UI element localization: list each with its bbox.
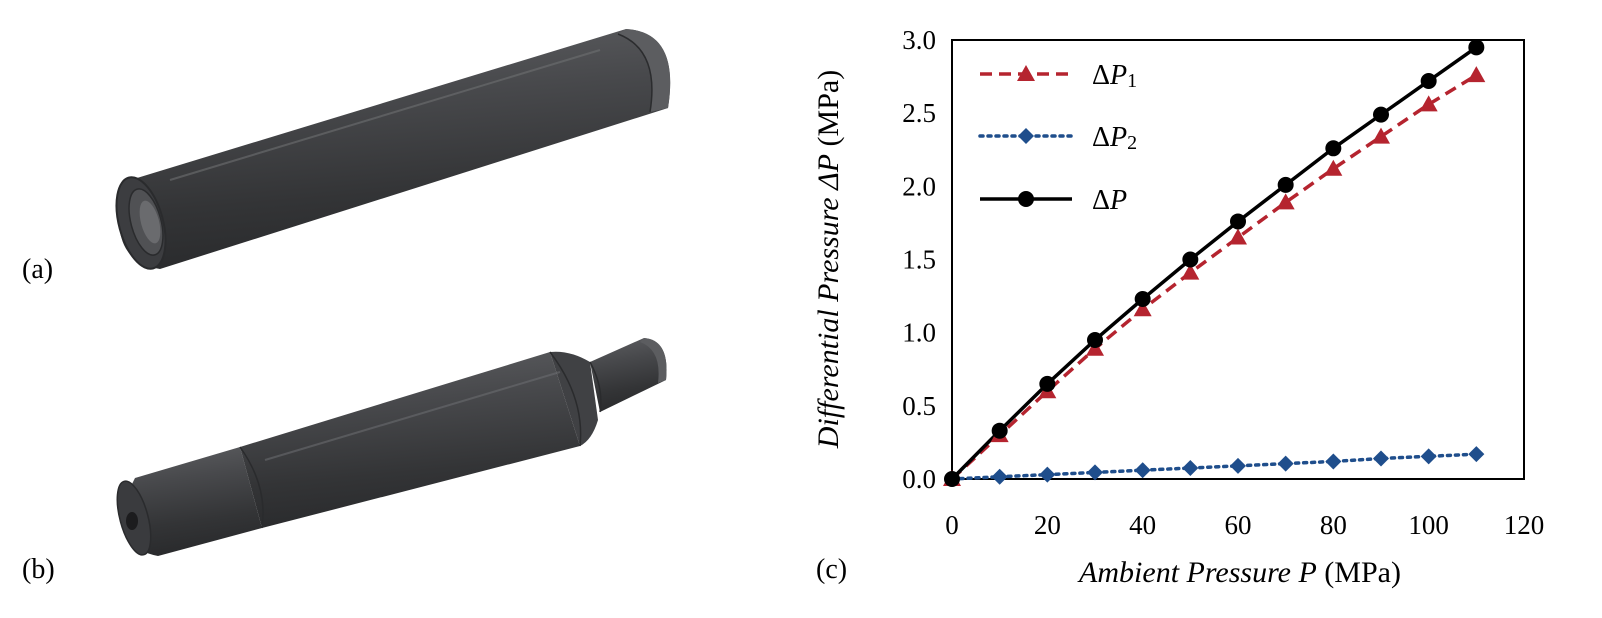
data-point	[991, 468, 1008, 485]
y-tick-label: 0.5	[902, 391, 936, 421]
differential-pressure-chart: 0.0 0.5 1.0 1.5 2.0 2.5 3.0 0 20 40 60 80 100 120 Am…	[812, 25, 1544, 589]
data-point	[1039, 375, 1056, 392]
data-point	[1372, 127, 1390, 144]
cylinder-a-illustration	[115, 29, 671, 270]
data-point	[1325, 140, 1342, 157]
panel-label-b: (b)	[22, 554, 55, 585]
series-line-3	[950, 45, 1478, 481]
y-axis-label-italic: Differential Pressure ΔP	[812, 154, 845, 449]
x-tick-labels: 0 20 40 60 80 100 120	[945, 510, 1544, 540]
x-axis-label-unit: (MPa)	[1324, 556, 1401, 589]
data-point	[1373, 450, 1389, 467]
x-tick-label: 120	[1504, 510, 1545, 540]
y-axis-label-unit: (MPa)	[812, 70, 845, 147]
data-point	[1467, 66, 1486, 83]
y-tick-label: 0.0	[902, 464, 936, 494]
x-tick-label: 80	[1320, 510, 1347, 540]
data-point	[1420, 72, 1437, 89]
data-point	[1277, 455, 1294, 472]
y-tick-label: 2.0	[902, 171, 936, 201]
y-tick-labels: 0.0 0.5 1.0 1.5 2.0 2.5 3.0	[902, 25, 936, 494]
data-point	[1325, 453, 1342, 470]
x-axis-label: Ambient Pressure P (MPa)	[1077, 556, 1401, 589]
plot-frame	[951, 39, 1525, 480]
data-point	[1419, 95, 1438, 112]
x-tick-label: 20	[1034, 510, 1061, 540]
legend-marker	[1018, 191, 1034, 207]
legend-label-3: ΔP	[1092, 185, 1127, 216]
series-markers	[943, 39, 1486, 487]
y-axis-label: Differential Pressure ΔP (MPa)	[812, 70, 845, 449]
data-point	[1087, 331, 1103, 348]
data-point	[1181, 263, 1200, 280]
data-point	[991, 422, 1008, 439]
data-point	[1468, 39, 1485, 56]
legend-marker	[1018, 128, 1034, 144]
y-tick-label: 1.5	[902, 245, 936, 275]
x-tick-label: 60	[1225, 510, 1252, 540]
data-point	[1087, 464, 1103, 481]
panel-label-c: (c)	[816, 554, 847, 585]
y-tick-label: 2.5	[902, 98, 936, 128]
y-tick-label: 3.0	[902, 25, 936, 55]
legend-label-2: ΔP2	[1092, 122, 1137, 154]
data-point	[1133, 300, 1152, 317]
data-point	[1039, 466, 1056, 483]
data-point	[1134, 462, 1151, 479]
data-point	[1277, 176, 1294, 193]
series-line-1	[950, 73, 1478, 481]
data-point	[944, 471, 960, 487]
data-point	[1324, 159, 1343, 176]
data-point	[1230, 213, 1246, 230]
x-tick-label: 40	[1129, 510, 1156, 540]
x-tick-label: 0	[945, 510, 959, 540]
data-point	[1182, 460, 1199, 477]
legend-marker	[1017, 65, 1035, 81]
data-point	[1134, 291, 1151, 308]
data-point	[1230, 457, 1246, 474]
series-lines	[950, 45, 1479, 481]
data-point	[1182, 251, 1199, 268]
x-tick-label: 100	[1408, 510, 1449, 540]
data-point	[1276, 193, 1295, 210]
panel-label-a: (a)	[22, 254, 53, 285]
shaft-b-illustration	[116, 338, 667, 556]
x-axis-label-italic: Ambient Pressure P	[1077, 556, 1317, 589]
series-line-2	[950, 452, 1479, 481]
legend: ΔP1 ΔP2 ΔP	[978, 60, 1137, 216]
data-point	[1373, 106, 1389, 123]
legend-label-1: ΔP1	[1092, 60, 1137, 92]
y-tick-label: 1.0	[902, 318, 936, 348]
data-point	[1229, 228, 1247, 245]
data-point	[1420, 448, 1437, 465]
data-point	[1468, 446, 1485, 463]
